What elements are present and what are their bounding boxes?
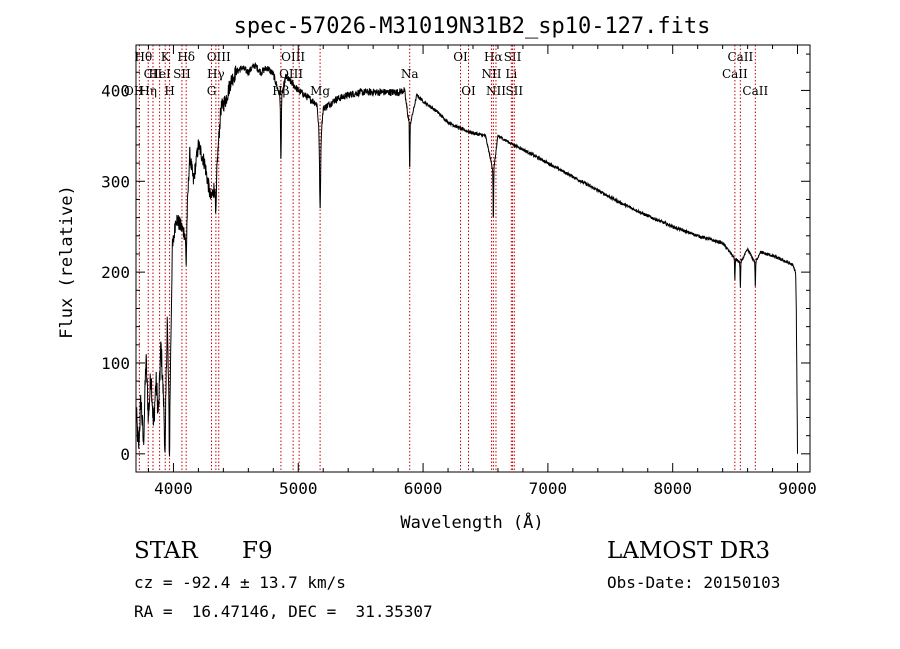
line-marker-label: Hα [484, 50, 503, 64]
line-marker-label: SII [505, 84, 523, 98]
chart-title: spec-57026-M31019N31B2_sp10-127.fits [234, 14, 711, 39]
axis-ticks [136, 45, 810, 473]
obs-date: Obs-Date: 20150103 [607, 573, 781, 592]
line-marker-label: NII [486, 84, 506, 98]
line-marker-label: OI [461, 84, 476, 98]
object-class: STAR [134, 538, 198, 564]
plot-frame [135, 44, 811, 473]
x-axis-label: Wavelength (Å) [400, 511, 543, 533]
line-marker-label: CaII [742, 84, 768, 98]
x-tick-label: 5000 [279, 479, 318, 498]
line-marker-label: Mg [310, 84, 330, 98]
line-marker-label: Hδ [177, 50, 195, 64]
line-marker-label: SII [173, 67, 191, 81]
coordinates: RA = 16.47146, DEC = 31.35307 [134, 602, 433, 621]
survey-name: LAMOST DR3 [607, 538, 771, 564]
line-marker-label: OIII [207, 50, 231, 64]
line-marker-label: OI [453, 50, 468, 64]
x-tick-label: 7000 [529, 479, 568, 498]
y-tick-label: 100 [101, 354, 130, 373]
y-tick-label: 200 [101, 263, 130, 282]
line-marker-label: Li [505, 67, 517, 81]
line-marker-label: Hθ [135, 50, 153, 64]
line-marker-label: CaII [727, 50, 753, 64]
line-marker-label: SII [504, 50, 522, 64]
x-tick-label: 9000 [778, 479, 817, 498]
axis-tick-labels: 4000 5000 6000 7000 8000 9000 0 100 200 300 400 [101, 81, 817, 498]
redshift-info: cz = -92.4 ± 13.7 km/s [134, 573, 346, 592]
line-marker-label: HeI [148, 67, 171, 81]
line-marker-label: H [164, 84, 174, 98]
line-marker-label: G [207, 84, 217, 98]
spectrum-line [135, 62, 798, 457]
line-marker-label: CaII [722, 67, 748, 81]
line-marker-label: NII [481, 67, 501, 81]
x-tick-label: 4000 [154, 479, 193, 498]
x-tick-label: 8000 [653, 479, 692, 498]
line-marker-label: Na [401, 67, 419, 81]
spectral-subclass: F9 [242, 538, 273, 564]
y-axis-label: Flux (relative) [57, 185, 77, 339]
y-tick-label: 300 [101, 172, 130, 191]
line-marker-label: OIII [281, 50, 305, 64]
line-marker-label: K [161, 50, 171, 64]
line-marker-label: OII [124, 84, 144, 98]
y-tick-label: 0 [120, 445, 130, 464]
line-marker-label: Hβ [272, 84, 289, 98]
x-tick-label: 6000 [404, 479, 443, 498]
line-marker-label: Hγ [207, 67, 225, 81]
line-marker-label: Hη [139, 84, 157, 98]
y-tick-label: 400 [101, 81, 130, 100]
